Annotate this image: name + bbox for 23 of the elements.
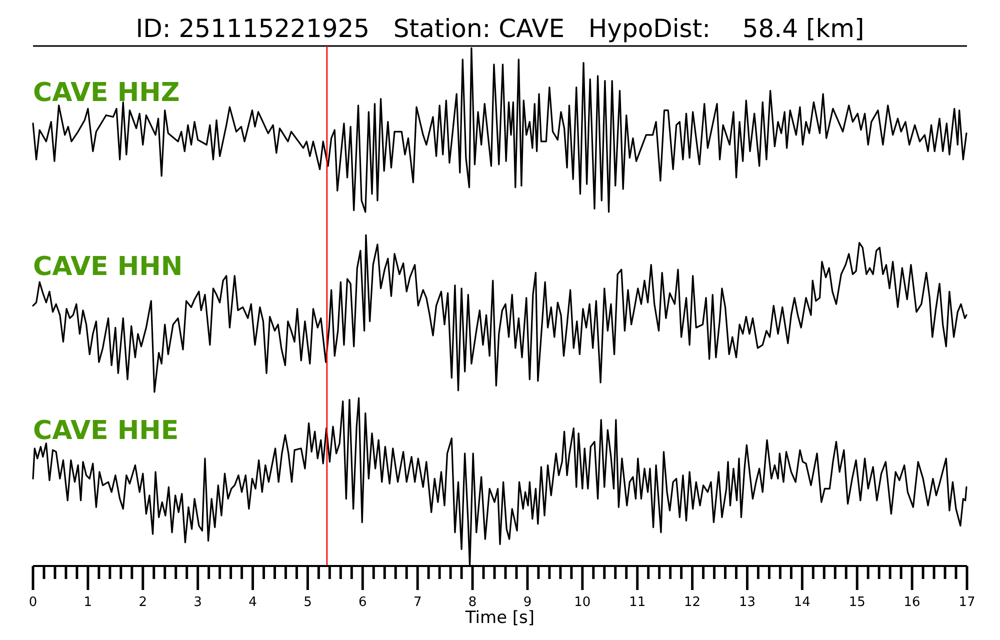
- x-tick-label: 17: [958, 595, 976, 610]
- series-label: CAVE HHN: [33, 252, 183, 282]
- x-tick-label: 12: [684, 595, 701, 610]
- x-tick-label: 4: [248, 595, 257, 610]
- x-tick-label: 7: [413, 595, 422, 610]
- chart-title: ID: 251115221925 Station: CAVE HypoDist: 58.4 [km]: [136, 14, 864, 43]
- x-tick-label: 15: [848, 595, 866, 610]
- x-tick-label: 8: [468, 595, 477, 610]
- x-tick-label: 6: [358, 595, 367, 610]
- series-label: CAVE HHE: [33, 416, 179, 446]
- series-label: CAVE HHZ: [33, 78, 180, 108]
- x-tick-label: 1: [84, 595, 92, 610]
- x-tick-label: 11: [629, 595, 646, 610]
- x-tick-label: 13: [738, 595, 756, 610]
- x-tick-label: 9: [523, 595, 532, 610]
- x-tick-label: 14: [794, 595, 810, 610]
- x-axis-title: Time [s]: [464, 608, 535, 628]
- x-tick-label: 3: [194, 595, 202, 610]
- x-tick-label: 10: [574, 595, 591, 610]
- x-tick-label: 2: [138, 595, 148, 610]
- x-tick-label: 0: [28, 595, 38, 610]
- x-tick-label: 5: [304, 595, 312, 610]
- x-tick-label: 16: [904, 595, 920, 610]
